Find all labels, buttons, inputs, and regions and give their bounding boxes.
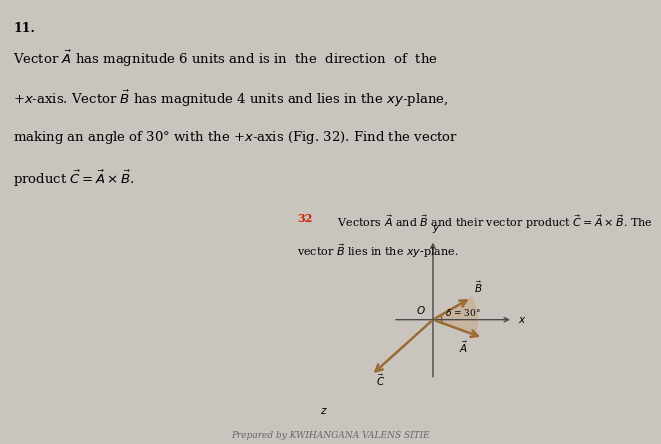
Text: +$x$-axis. Vector $\vec{B}$ has magnitude 4 units and lies in the $xy$-plane,: +$x$-axis. Vector $\vec{B}$ has magnitud… xyxy=(13,89,449,109)
Text: $x$: $x$ xyxy=(518,315,526,325)
Text: product $\vec{C} = \vec{A} \times \vec{B}$.: product $\vec{C} = \vec{A} \times \vec{B… xyxy=(13,169,135,189)
Text: $O$: $O$ xyxy=(416,304,426,316)
Text: $z$: $z$ xyxy=(320,406,327,416)
Text: $\vec{C}$: $\vec{C}$ xyxy=(376,372,385,388)
Text: $\delta$ = 30°: $\delta$ = 30° xyxy=(445,307,481,318)
Text: vector $\vec{B}$ lies in the $xy$-plane.: vector $\vec{B}$ lies in the $xy$-plane. xyxy=(297,242,459,260)
Text: $\vec{B}$: $\vec{B}$ xyxy=(474,280,483,295)
Text: Prepared by KWIHANGANA VALENS SITIE: Prepared by KWIHANGANA VALENS SITIE xyxy=(231,431,430,440)
Text: $\vec{A}$: $\vec{A}$ xyxy=(459,340,467,355)
Text: Vectors $\vec{A}$ and $\vec{B}$ and their vector product $\vec{C} = \vec{A} \tim: Vectors $\vec{A}$ and $\vec{B}$ and thei… xyxy=(334,213,652,231)
Text: making an angle of 30° with the +$x$-axis (Fig. 32). Find the vector: making an angle of 30° with the +$x$-axi… xyxy=(13,129,458,146)
Text: Vector $\vec{A}$ has magnitude 6 units and is in  the  direction  of  the: Vector $\vec{A}$ has magnitude 6 units a… xyxy=(13,49,438,69)
Polygon shape xyxy=(433,297,477,335)
Text: $y$: $y$ xyxy=(432,223,440,235)
Text: 32: 32 xyxy=(297,213,313,224)
Text: 11.: 11. xyxy=(13,22,35,35)
